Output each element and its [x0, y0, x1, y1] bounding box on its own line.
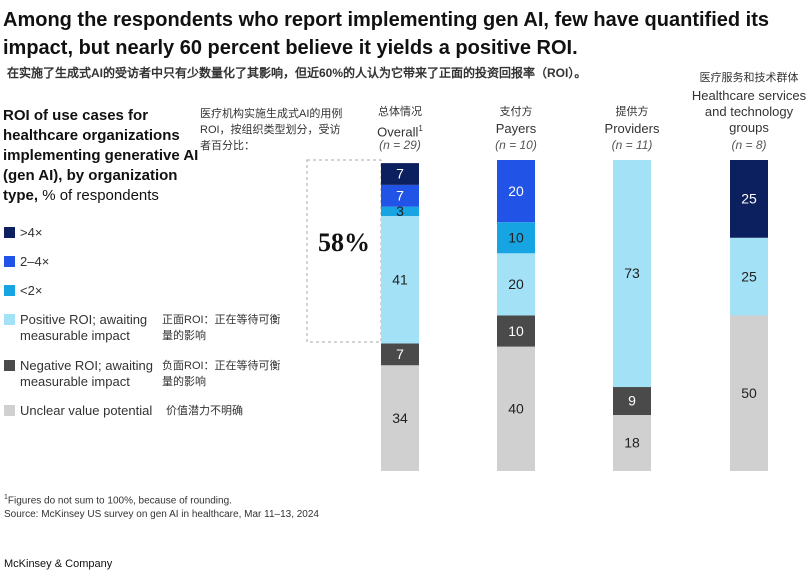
bar-segment	[381, 184, 419, 207]
category-note: (n = 29)	[379, 138, 421, 152]
legend-label: Unclear value potential	[20, 403, 153, 418]
legend-label: Positive ROI; awaiting measurable impact	[20, 312, 148, 343]
legend-label: >4×	[20, 225, 43, 240]
category-zh: 支付方	[499, 106, 533, 118]
value-label: 41	[392, 271, 408, 287]
value-label: 20	[508, 276, 524, 292]
bar-segment	[497, 160, 535, 223]
category-text: Providers	[604, 121, 660, 136]
annotation-box	[306, 159, 382, 343]
footnote-marker: 1	[4, 494, 8, 501]
chart-title: Among the respondents who report impleme…	[3, 9, 769, 59]
legend-item: Unclear value potential	[4, 403, 180, 419]
bar-segment	[497, 222, 535, 254]
panel-title-text: ROI of use cases for healthcare organiza…	[3, 107, 199, 204]
value-label: 25	[741, 191, 757, 207]
panel-unit: % of respondents	[42, 187, 159, 204]
subtitle-zh: 在实施了生成式AI的受访者中只有少数量化了其影响，但近60%的人认为它带来了正面…	[7, 66, 587, 80]
bar-segment	[381, 215, 419, 344]
bar-segment	[613, 387, 651, 416]
value-label: 7	[396, 187, 404, 203]
category-text: Payers	[495, 121, 537, 136]
legend-item: Negative ROI; awaiting measurable impact	[4, 358, 180, 390]
bar-segment	[730, 237, 768, 316]
footnote: 1Figures do not sum to 100%, because of …	[4, 494, 232, 506]
bar-segment	[497, 253, 535, 316]
bar-segment	[613, 160, 651, 388]
panel-title: ROI of use cases for healthcare organiza…	[3, 106, 215, 206]
legend-swatch	[4, 360, 15, 371]
value-label: 10	[508, 229, 524, 245]
category-text: Overall	[377, 124, 419, 140]
brand: McKinsey & Company	[4, 558, 113, 570]
legend-item: >4×	[4, 225, 180, 241]
category-zh: 医疗服务和技术群体	[699, 72, 799, 84]
bar-segment	[381, 365, 419, 471]
legend-label-zh: 负面ROI：正在等待可衡量的影响	[162, 360, 281, 388]
legend-label-zh: 正面ROI：正在等待可衡量的影响	[162, 314, 281, 342]
panel-title-zh: 医疗机构实施生成式AI的用例ROI，按组织类型划分，受访者百分比：	[200, 108, 343, 152]
category-zh: 提供方	[615, 106, 649, 118]
value-label: 7	[396, 166, 404, 182]
category-note: (n = 11)	[611, 138, 653, 152]
legend-item: <2×	[4, 283, 180, 299]
value-label: 7	[396, 346, 404, 362]
bar-segment	[497, 346, 535, 471]
category-label: Healthcare services and technology group…	[687, 88, 810, 136]
value-label: 9	[628, 393, 636, 409]
legend-item: 2–4×	[4, 254, 180, 270]
bar-segment	[381, 343, 419, 366]
legend-label-zh: 价值潜力不明确	[166, 405, 243, 417]
source: Source: McKinsey US survey on gen AI in …	[4, 509, 319, 520]
legend-label: <2×	[20, 283, 43, 298]
bar-segment	[381, 206, 419, 216]
category-label: Providers	[567, 121, 697, 137]
legend-swatch	[4, 227, 15, 238]
bar-segment	[730, 315, 768, 471]
legend-swatch	[4, 405, 15, 416]
legend-swatch	[4, 256, 15, 267]
value-label: 25	[741, 268, 757, 284]
value-label: 18	[624, 435, 640, 451]
legend-swatch	[4, 285, 15, 296]
category-zh: 总体情况	[378, 106, 422, 118]
value-label: 50	[741, 385, 757, 401]
category-label: Overall1	[335, 121, 465, 140]
value-label: 34	[392, 410, 408, 426]
legend-label: Negative ROI; awaiting measurable impact	[20, 358, 153, 389]
category-note: (n = 10)	[495, 138, 537, 152]
footnote-text: Figures do not sum to 100%, because of r…	[7, 495, 232, 507]
legend-swatch	[4, 314, 15, 325]
value-label: 73	[624, 265, 640, 281]
value-label: 3	[396, 203, 404, 219]
legend-label: 2–4×	[20, 254, 50, 269]
category-note: (n = 8)	[731, 138, 767, 152]
bar-segment	[381, 163, 419, 185]
value-label: 40	[508, 401, 524, 417]
bar-segment	[613, 415, 651, 471]
bar-segment	[730, 160, 768, 238]
legend-item: Positive ROI; awaiting measurable impact	[4, 312, 180, 344]
category-label: Payers	[451, 121, 581, 137]
value-label: 20	[508, 183, 524, 199]
footnote-marker: 1	[418, 124, 423, 133]
category-text: Healthcare services and technology group…	[691, 88, 807, 135]
annotation: 58%	[318, 228, 370, 257]
value-label: 10	[508, 323, 524, 339]
bar-segment	[497, 315, 535, 347]
